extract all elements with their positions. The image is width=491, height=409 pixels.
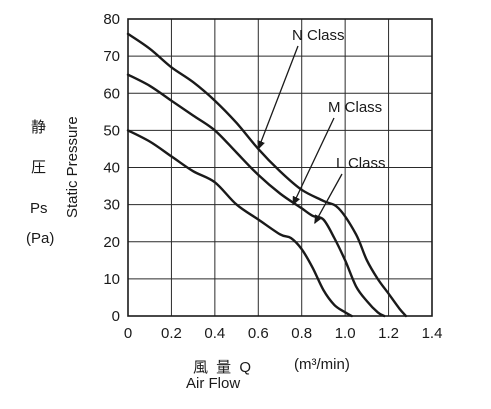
y-tick-label-7: 70 [103,48,120,65]
annotation-arrow-n-class [257,45,299,150]
y-tick-label-8: 80 [103,11,120,28]
series-line-l-class [126,129,353,318]
y-axis-label-cjk-2: 圧 [31,159,47,176]
annotation-label-m-class: M Class [328,99,382,116]
x-axis-label-unit: (m³/min) [294,356,350,373]
y-axis-label-unit: (Pa) [26,230,55,247]
x-tick-label-7: 1.4 [422,325,443,342]
x-axis-ticks: 0 0.2 0.4 0.6 0.8 1.0 1.2 1.4 [124,325,443,342]
annotation-label-n-class: N Class [292,27,345,44]
x-axis-label-cjk: 風 量 Q [193,359,254,376]
y-axis-label-english: Static Pressure [64,116,81,218]
y-tick-label-3: 30 [103,197,120,214]
grid [128,19,432,316]
y-tick-label-0: 0 [112,308,120,325]
y-tick-label-6: 60 [103,85,120,102]
x-tick-label-2: 0.4 [204,325,225,342]
x-axis-label-english: Air Flow [186,375,241,392]
series-line-n-class [126,32,408,318]
plot-frame [127,18,433,317]
y-axis-label-cjk-1: 静 [31,119,47,136]
x-tick-label-3: 0.6 [248,325,269,342]
x-tick-label-0: 0 [124,325,132,342]
y-tick-label-1: 10 [103,271,120,288]
y-axis-label-symbol: Ps [30,200,48,217]
x-tick-label-5: 1.0 [335,325,356,342]
x-tick-label-4: 0.8 [291,325,312,342]
class-annotations: N Class M Class L Class [257,27,385,225]
series-line-m-class [126,73,386,318]
y-tick-label-2: 20 [103,234,120,251]
annotation-label-l-class: L Class [336,155,385,172]
y-tick-label-5: 50 [103,122,120,139]
y-axis-ticks: 0 10 20 30 40 50 60 70 80 [103,11,120,325]
x-tick-label-6: 1.2 [378,325,399,342]
annotation-arrow-l-class [314,173,343,225]
y-tick-label-4: 40 [103,160,120,177]
annotation-arrow-m-class [292,117,335,206]
x-tick-label-1: 0.2 [161,325,182,342]
series-curves [126,32,408,318]
plot-border [127,18,433,317]
